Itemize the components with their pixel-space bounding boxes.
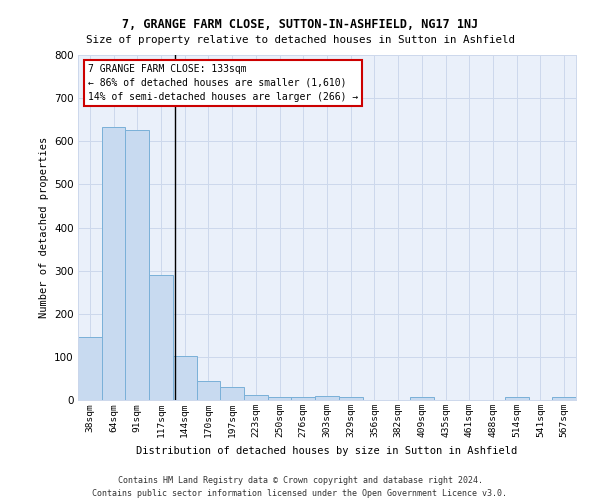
Y-axis label: Number of detached properties: Number of detached properties bbox=[38, 137, 49, 318]
Bar bbox=[339, 396, 362, 400]
Bar bbox=[102, 128, 125, 400]
Bar bbox=[410, 396, 434, 400]
Bar bbox=[125, 130, 149, 400]
Bar bbox=[268, 396, 292, 400]
Bar bbox=[552, 396, 576, 400]
Bar bbox=[292, 396, 315, 400]
Bar bbox=[220, 386, 244, 400]
Bar bbox=[244, 396, 268, 400]
Text: 7, GRANGE FARM CLOSE, SUTTON-IN-ASHFIELD, NG17 1NJ: 7, GRANGE FARM CLOSE, SUTTON-IN-ASHFIELD… bbox=[122, 18, 478, 30]
Bar bbox=[173, 356, 197, 400]
Text: Contains HM Land Registry data © Crown copyright and database right 2024.
Contai: Contains HM Land Registry data © Crown c… bbox=[92, 476, 508, 498]
Bar bbox=[78, 336, 102, 400]
Bar bbox=[505, 396, 529, 400]
Bar bbox=[197, 380, 220, 400]
Bar bbox=[315, 396, 339, 400]
Text: 7 GRANGE FARM CLOSE: 133sqm
← 86% of detached houses are smaller (1,610)
14% of : 7 GRANGE FARM CLOSE: 133sqm ← 86% of det… bbox=[88, 64, 358, 102]
Bar bbox=[149, 275, 173, 400]
X-axis label: Distribution of detached houses by size in Sutton in Ashfield: Distribution of detached houses by size … bbox=[136, 446, 518, 456]
Text: Size of property relative to detached houses in Sutton in Ashfield: Size of property relative to detached ho… bbox=[86, 35, 515, 45]
